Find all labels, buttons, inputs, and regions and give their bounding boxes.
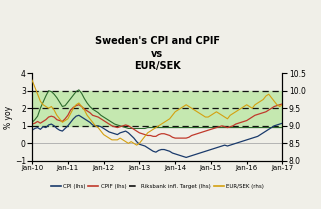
Title: Sweden's CPI and CPIF
vs
EUR/SEK: Sweden's CPI and CPIF vs EUR/SEK [95, 36, 220, 71]
Bar [32, 91, 282, 126]
Y-axis label: % yoy: % yoy [4, 106, 13, 129]
Legend: CPI (lhs), CPIF (lhs), Riksbank infl. Target (lhs), EUR/SEK (rhs): CPI (lhs), CPIF (lhs), Riksbank infl. Ta… [48, 182, 266, 191]
